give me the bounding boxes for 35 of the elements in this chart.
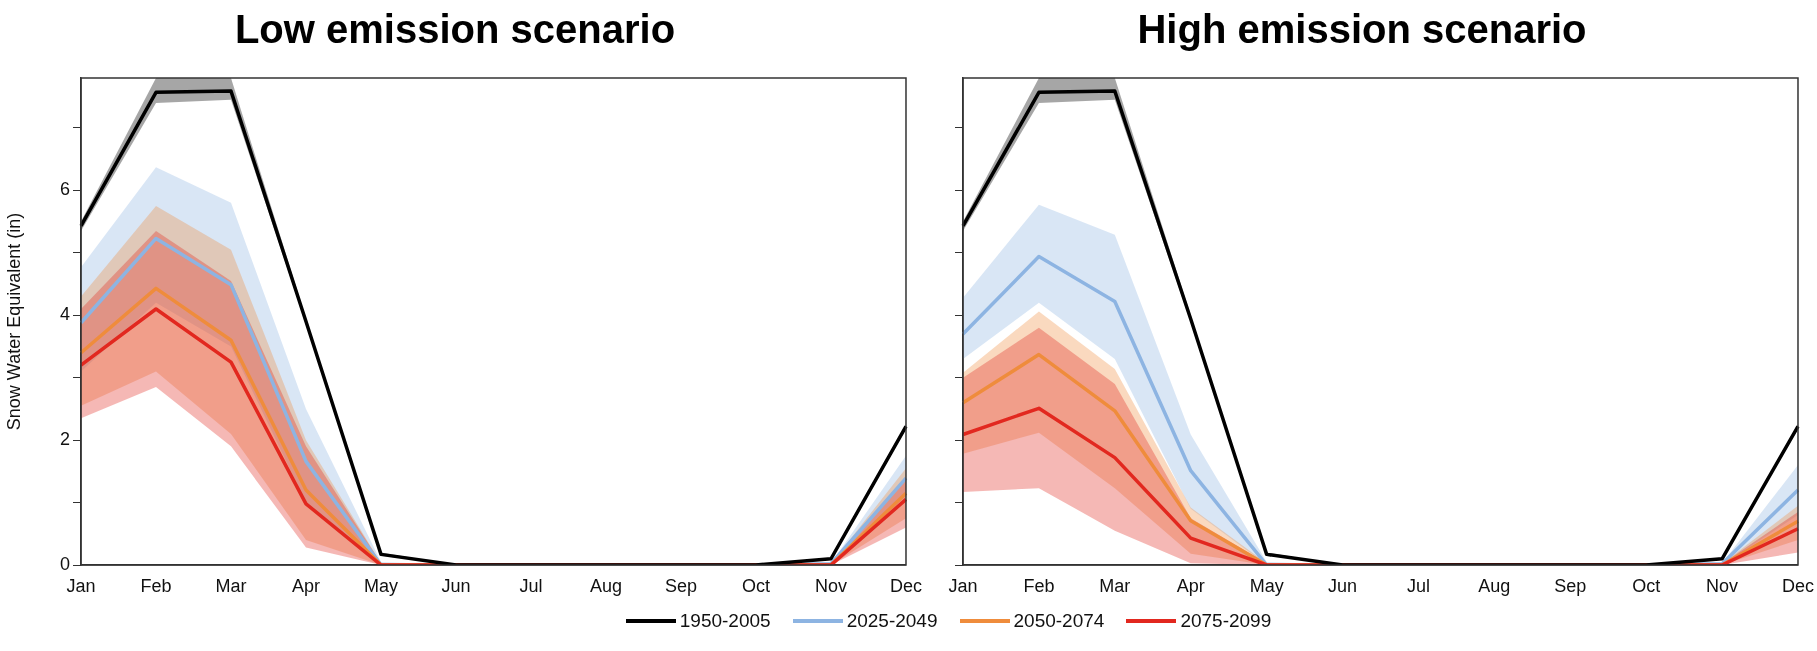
x-tick-label: Jul [1406,575,1430,596]
x-tick-label: Jul [519,575,543,596]
y-tick-label: 4 [59,304,70,325]
x-tick-label: Oct [741,575,770,596]
x-tick-label: Feb [1023,575,1055,596]
x-tick-label: Sep [664,575,698,596]
legend-label: 2025-2049 [846,610,938,632]
x-tick-label: Nov [1706,575,1739,596]
x-tick-label: Mar [215,575,247,596]
x-tick-label: May [1249,575,1284,596]
chart-title: High emission scenario [1137,7,1587,52]
x-tick-label: Dec [1781,575,1814,596]
x-tick-label: Aug [589,575,623,596]
chart-title: Low emission scenario [234,7,676,52]
x-tick-label: Jan [948,575,978,596]
legend-label: 2075-2099 [1180,610,1272,632]
x-tick-label: Jun [1328,575,1358,596]
legend-label: 1950-2005 [679,610,771,632]
x-tick-label: Sep [1554,575,1587,596]
legend-label: 2050-2074 [1013,610,1105,632]
y-tick-label: 2 [59,429,70,450]
x-tick-label: Mar [1099,575,1131,596]
x-tick-label: Jan [66,575,96,596]
x-tick-label: Nov [814,575,847,596]
x-tick-label: Feb [140,575,172,596]
x-tick-label: Apr [1176,575,1205,596]
x-tick-label: Aug [1478,575,1511,596]
x-tick-label: Apr [291,575,321,596]
y-tick-label: 0 [59,553,70,574]
y-axis-title: Snow Water Equivalent (in) [3,212,24,431]
x-tick-label: Jun [441,575,471,596]
x-tick-label: Oct [1632,575,1661,596]
x-tick-label: May [363,575,399,596]
x-tick-label: Dec [889,575,922,596]
y-tick-label: 6 [59,179,70,200]
